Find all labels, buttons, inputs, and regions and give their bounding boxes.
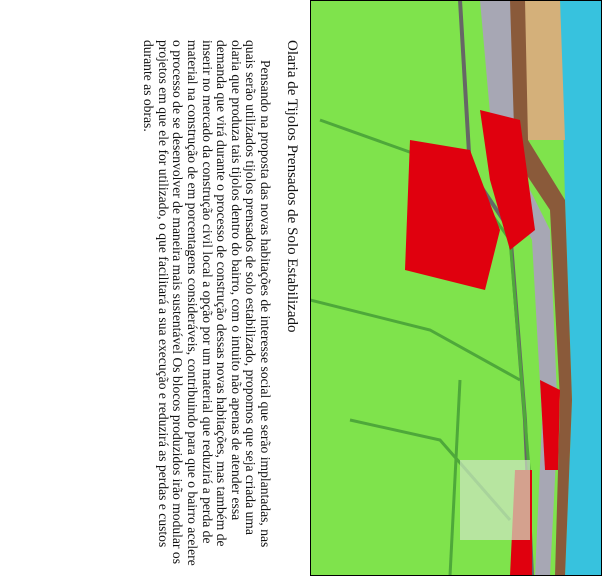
- road: [450, 0, 558, 576]
- lot-line: [310, 298, 521, 382]
- water: [560, 0, 602, 576]
- document-paragraph: Pensando na proposta das novas habitaçõe…: [141, 40, 273, 566]
- red-building: [405, 140, 500, 290]
- document-title: Olaria de Tijolos Prensados de Solo Esta…: [284, 40, 300, 333]
- sand: [520, 0, 565, 140]
- red-building: [540, 380, 560, 470]
- site-render-image: [310, 0, 602, 576]
- rotated-text-page: Olaria de Tijolos Prensados de Solo Esta…: [141, 40, 300, 566]
- trees: [460, 460, 530, 540]
- lot-line: [448, 379, 462, 576]
- bank: [510, 0, 572, 576]
- red-building: [480, 110, 535, 250]
